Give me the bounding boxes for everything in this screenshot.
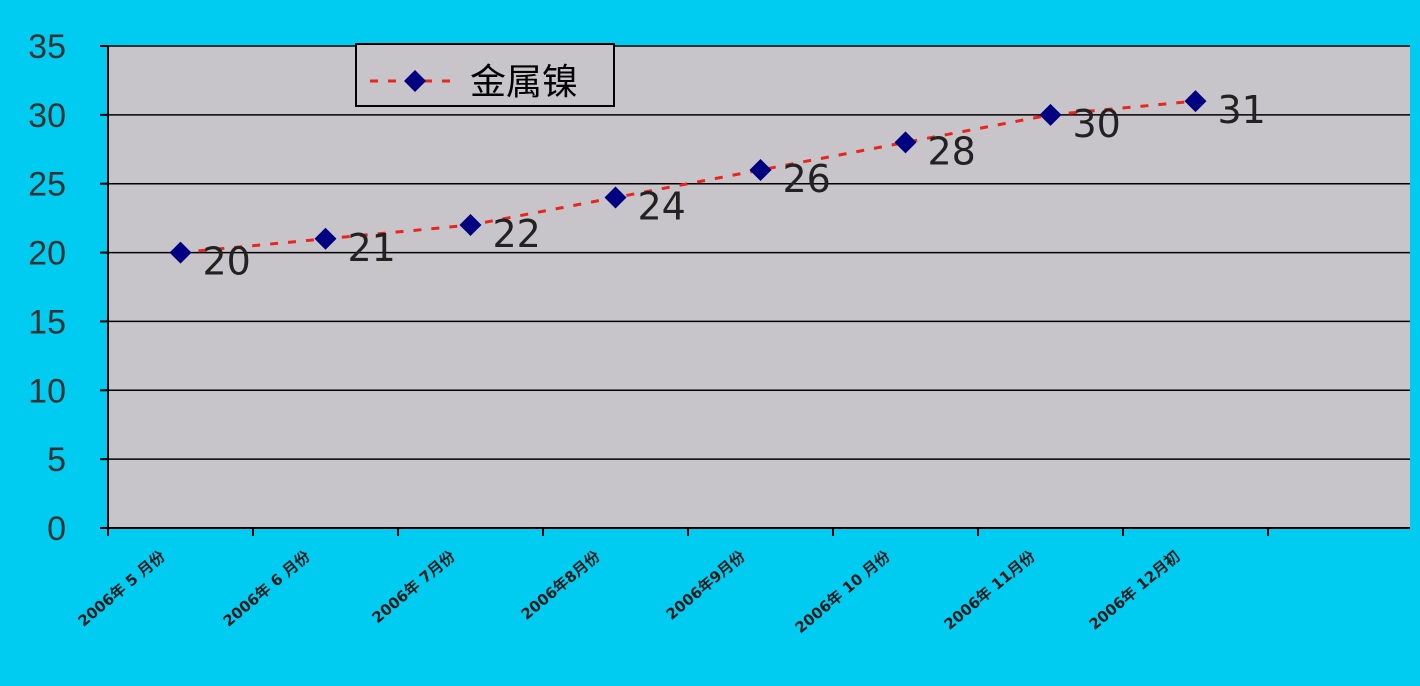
data-point-marker xyxy=(1184,90,1207,113)
y-tick-label: 0 xyxy=(47,510,66,548)
series-line xyxy=(180,99,1196,255)
data-point-marker xyxy=(894,131,917,154)
legend-marker xyxy=(404,70,426,92)
data-point-marker xyxy=(169,241,192,264)
y-tick-label: 20 xyxy=(28,235,66,273)
y-tick-label: 35 xyxy=(28,28,66,66)
data-label: 31 xyxy=(1218,88,1266,132)
y-axis-ticks: 0 5 10 15 20 25 30 35 xyxy=(28,28,108,548)
data-label: 20 xyxy=(203,240,251,284)
gridlines xyxy=(108,45,1410,460)
data-label: 24 xyxy=(638,184,686,228)
data-label: 30 xyxy=(1073,102,1121,146)
y-tick-label: 25 xyxy=(28,166,66,204)
data-point-marker xyxy=(459,214,482,237)
y-tick-label: 10 xyxy=(28,372,66,410)
series-layer: 20 21 22 24 26 28 30 31 xyxy=(169,88,1266,284)
y-tick-label: 30 xyxy=(28,97,66,135)
data-label: 22 xyxy=(493,212,541,256)
y-tick-label: 15 xyxy=(28,303,66,341)
axes xyxy=(107,46,1410,529)
data-label: 28 xyxy=(928,129,976,173)
data-point-marker xyxy=(749,158,772,181)
data-point-marker xyxy=(1039,103,1062,126)
data-label: 21 xyxy=(348,226,396,270)
data-label: 26 xyxy=(783,157,831,201)
legend: 金属镍 xyxy=(355,43,615,107)
y-tick-label: 5 xyxy=(47,441,66,479)
legend-box xyxy=(355,43,615,107)
plot-area xyxy=(108,46,1410,528)
data-point-marker xyxy=(314,227,337,250)
legend-label: 金属镍 xyxy=(470,62,578,103)
data-point-marker xyxy=(604,186,627,209)
